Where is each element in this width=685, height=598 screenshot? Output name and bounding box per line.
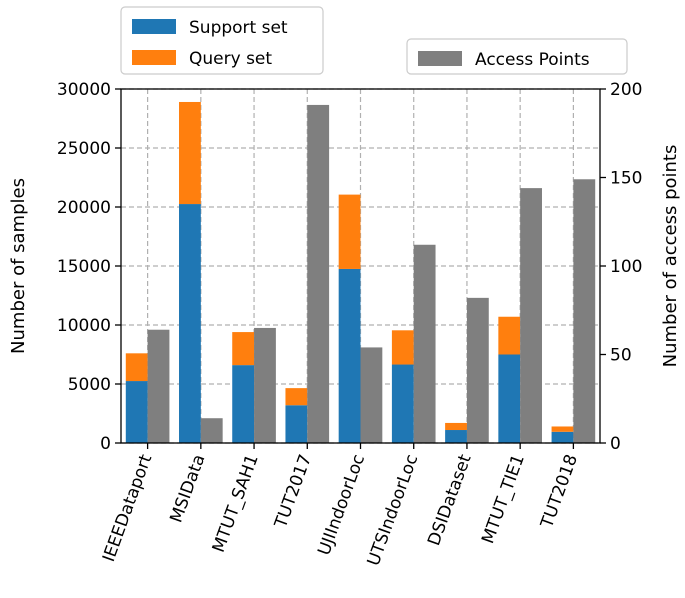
left-axis-label: Number of samples <box>8 178 29 354</box>
bar-query-set <box>338 194 361 269</box>
x-tick-label: MTUT_SAH1 <box>209 452 263 555</box>
left-tick-label: 20000 <box>57 198 111 218</box>
bar-query-set <box>125 353 148 382</box>
bar-access-points <box>466 297 489 443</box>
bar-access-points <box>147 329 170 443</box>
bar-query-set <box>285 388 308 406</box>
right-axis-label: Number of access points <box>660 145 681 368</box>
left-tick-label: 5000 <box>68 375 111 395</box>
bar-query-set <box>498 316 521 355</box>
legend-swatch <box>132 19 176 34</box>
bar-query-set <box>391 330 414 365</box>
bar-support-set <box>338 268 361 443</box>
left-tick-label: 0 <box>100 434 111 454</box>
legend-label: Support set <box>189 18 288 38</box>
bar-support-set <box>445 430 467 443</box>
bar-support-set <box>391 364 414 443</box>
bar-access-points <box>254 327 276 443</box>
bar-access-points <box>360 347 383 443</box>
legend-label: Access Points <box>475 50 590 70</box>
bar-support-set <box>125 381 148 443</box>
bar-access-points <box>413 244 436 443</box>
bar-query-set <box>551 426 574 432</box>
x-tick-label: UTSIndoorLoc <box>364 452 423 569</box>
left-tick-label: 10000 <box>57 316 111 336</box>
bar-access-points <box>307 104 330 444</box>
bar-support-set <box>179 204 201 443</box>
x-tick-label: TUT2018 <box>537 452 582 532</box>
bar-access-points <box>573 179 596 443</box>
bar-support-set <box>498 354 521 443</box>
legend-swatch <box>418 51 462 66</box>
bar-query-set <box>445 422 467 431</box>
legend-swatch <box>132 50 176 65</box>
x-tick-label: UJIIndoorLoc <box>314 452 369 558</box>
x-tick-label: IEEEDataport <box>99 452 156 565</box>
bar-support-set <box>551 431 574 443</box>
bars <box>125 101 596 444</box>
x-tick-label: DSIDataset <box>424 452 476 549</box>
left-tick-label: 30000 <box>57 80 111 100</box>
right-tick-label: 100 <box>610 257 642 277</box>
bar-query-set <box>232 332 255 366</box>
left-tick-label: 25000 <box>57 139 111 159</box>
x-tick-label: MSIData <box>166 452 209 526</box>
legend-samples: Support set Query set <box>120 6 324 75</box>
bar-query-set <box>179 101 201 205</box>
bar-support-set <box>285 405 308 443</box>
bar-support-set <box>232 365 255 443</box>
left-tick-label: 15000 <box>57 257 111 277</box>
right-tick-label: 50 <box>610 346 632 366</box>
x-tick-label: TUT2017 <box>271 452 316 532</box>
right-tick-label: 150 <box>610 169 642 189</box>
legend-access-points: Access Points <box>406 38 628 75</box>
x-tick-label: MTUT_TIE1 <box>478 452 529 547</box>
right-tick-label: 0 <box>610 434 621 454</box>
right-tick-label: 200 <box>610 80 642 100</box>
bar-access-points <box>520 188 542 443</box>
legend-label: Query set <box>189 49 272 69</box>
bar-access-points <box>200 418 223 443</box>
legends: Support set Query set Access Points <box>120 6 628 75</box>
